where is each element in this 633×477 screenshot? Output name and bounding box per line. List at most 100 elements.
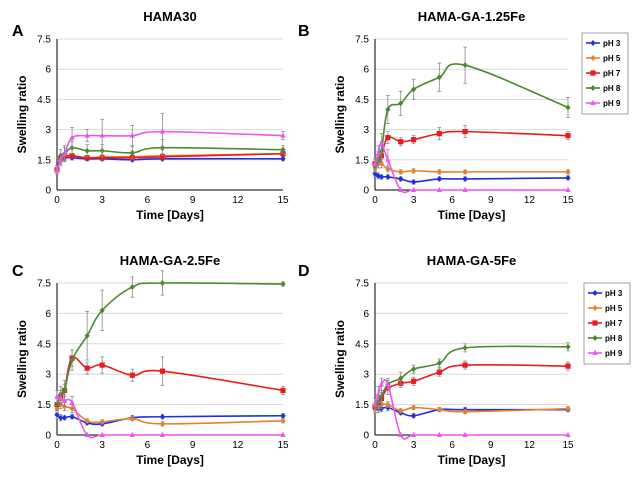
series-line [56,356,284,405]
data-point [411,86,417,93]
data-point [159,154,166,160]
x-tick-label: 6 [145,195,151,206]
series-ph-8 [372,342,571,412]
data-point [84,365,90,371]
data-point [99,307,105,314]
panel-letter: D [298,263,310,280]
data-point [436,431,442,437]
legend-label: pH 8 [605,334,623,343]
data-point [159,431,166,437]
legend-marker [592,349,598,355]
legend-marker [592,290,598,296]
data-point [565,174,571,181]
data-point [84,147,90,154]
data-point [385,381,391,387]
legend-marker [592,335,598,341]
x-axis-title: Time [Days] [438,208,506,222]
x-tick-label: 3 [99,195,105,206]
series-line [374,363,569,408]
data-point [280,387,286,394]
series-line [374,345,569,408]
y-tick-label: 1.5 [355,400,369,411]
panel-title: HAMA-GA-5Fe [427,253,517,268]
y-tick-label: 1.5 [37,155,51,166]
series-ph-7 [54,349,286,412]
data-point [99,362,105,368]
data-point [411,378,417,384]
data-point [398,431,404,437]
data-point [411,178,417,185]
data-point [84,417,90,424]
data-point [565,431,571,437]
data-point [411,186,417,192]
data-point [385,156,391,162]
data-point [280,146,286,153]
data-point [84,132,90,138]
data-point [61,387,68,394]
data-point [129,431,135,437]
data-point [159,280,166,286]
data-point [280,412,286,419]
series-ph-9 [54,113,286,175]
data-point [398,168,404,175]
data-point [385,401,391,408]
data-point [99,155,105,161]
x-tick-label: 9 [190,195,196,206]
data-point [436,186,442,192]
data-point [99,132,105,138]
data-point [54,401,60,408]
data-point [462,408,468,415]
legend-marker [590,55,596,61]
y-tick-label: 6 [45,65,51,76]
x-tick-label: 0 [54,440,60,451]
legend-marker [590,40,596,46]
data-point [462,344,468,351]
data-point [61,414,68,421]
x-tick-label: 9 [488,440,494,451]
x-tick-label: 0 [372,195,378,206]
y-axis-title: Swelling ratio [333,320,347,398]
series-ph-7 [372,360,571,412]
y-tick-label: 4.5 [355,339,369,350]
legend-marker [590,70,596,76]
chart-panel-b: B HAMA-GA-1.25Fe 0 1.5 3 4.5 6 7.5 0 3 6 9 12 15 Time … [298,9,629,222]
series-ph-3 [372,170,571,185]
series-ph-8 [372,46,571,173]
y-tick-label: 6 [363,309,369,320]
data-point [398,139,404,145]
data-point [61,150,68,156]
x-axis-title: Time [Days] [438,453,506,467]
data-point [565,363,571,369]
data-point [436,360,442,367]
data-point [129,372,135,378]
x-tick-label: 0 [372,440,378,451]
data-point [378,140,385,146]
legend-marker [592,320,598,326]
data-point [411,167,417,174]
data-point [565,133,571,139]
panel-letter: A [12,23,24,40]
y-tick-label: 1.5 [355,155,369,166]
y-tick-label: 4.5 [355,95,369,106]
data-point [159,128,166,134]
data-point [385,106,391,113]
data-point [462,175,468,182]
series-line [374,142,568,194]
legend-label: pH 3 [603,39,621,48]
data-point [378,381,385,387]
data-point [462,129,468,135]
x-tick-label: 6 [449,440,455,451]
chart-panel-d: D HAMA-GA-5Fe 0 1.5 3 4.5 6 7.5 0 3 6 9 12 15 Time [Da… [298,253,631,467]
data-point [411,404,417,411]
data-point [84,155,90,161]
data-point [565,168,571,175]
y-tick-label: 3 [45,125,51,136]
data-point [58,156,64,162]
data-point [280,155,286,162]
data-point [436,369,442,375]
series-ph-9 [372,377,571,440]
data-point [436,168,442,175]
data-point [372,160,378,166]
data-point [378,393,385,400]
y-tick-label: 6 [363,65,369,76]
